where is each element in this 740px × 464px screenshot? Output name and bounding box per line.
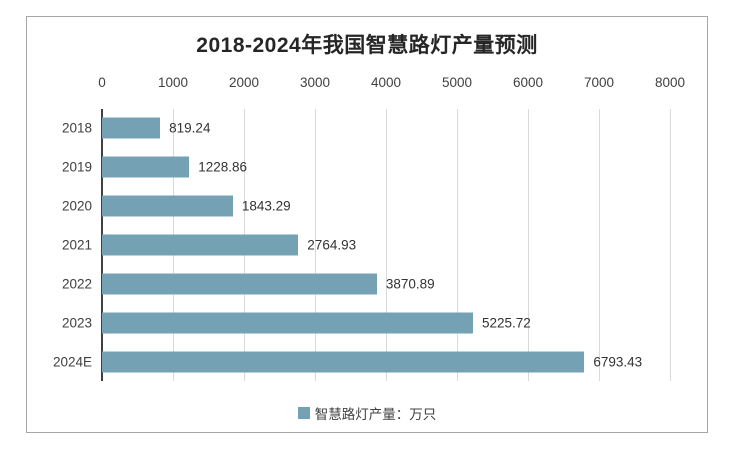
category-label: 2022 — [61, 276, 92, 292]
category-label: 2024E — [52, 354, 92, 370]
gridline — [527, 109, 529, 381]
bar-row: 2024E 6793.43 — [53, 342, 670, 381]
x-tick-label: 2000 — [228, 75, 260, 90]
bar-row: 2021 2764.93 — [62, 226, 670, 265]
x-tick-label: 7000 — [583, 75, 615, 90]
bar — [102, 273, 377, 295]
bar — [102, 195, 233, 217]
bar — [102, 351, 585, 373]
value-label: 1228.86 — [198, 159, 248, 175]
value-label: 819.24 — [169, 120, 211, 136]
x-tick-label: 5000 — [441, 75, 473, 90]
x-tick-label: 1000 — [157, 75, 189, 90]
x-tick-label: 3000 — [299, 75, 331, 90]
gridline — [314, 109, 316, 381]
bar-row: 2020 1843.29 — [62, 187, 670, 226]
category-label: 2018 — [61, 120, 92, 136]
legend-label: 智慧路灯产量：万只 — [314, 407, 437, 422]
bar — [102, 156, 190, 178]
chart-title: 2018-2024年我国智慧路灯产量预测 — [196, 34, 538, 57]
gridline — [385, 109, 387, 381]
legend-marker-icon — [297, 407, 310, 419]
x-tick-label: 8000 — [654, 75, 686, 90]
category-label: 2020 — [61, 198, 92, 214]
category-label: 2019 — [61, 159, 92, 175]
category-label: 2021 — [61, 237, 92, 253]
bar-row: 2023 5225.72 — [62, 303, 670, 342]
gridline — [598, 109, 600, 381]
legend: 智慧路灯产量：万只 — [27, 403, 707, 423]
value-label: 2764.93 — [307, 237, 357, 253]
plot-area: 2018 819.24 2019 1228.86 2020 1843.29 2021 2764… — [53, 109, 671, 381]
bar — [102, 117, 161, 139]
x-tick-label: 6000 — [512, 75, 544, 90]
bar — [102, 234, 299, 256]
x-tick-label: 4000 — [370, 75, 402, 90]
bar — [102, 312, 474, 334]
bar-row: 2019 1228.86 — [62, 148, 670, 187]
x-tick-label: 0 — [98, 75, 106, 90]
gridline — [456, 109, 458, 381]
bar-row: 2022 3870.89 — [62, 264, 670, 303]
value-label: 5225.72 — [482, 315, 531, 331]
value-label: 3870.89 — [385, 276, 435, 292]
gridline — [669, 109, 671, 381]
value-label: 1843.29 — [241, 198, 291, 214]
bar-row: 2018 819.24 — [62, 109, 670, 148]
value-label: 6793.43 — [593, 354, 643, 370]
category-label: 2023 — [61, 315, 92, 331]
chart-container: 2018-2024年我国智慧路灯产量预测 0 1000 2000 3000 4000 50… — [26, 16, 708, 433]
x-axis-tick-labels: 0 1000 2000 3000 4000 5000 6000 7000 8000 — [98, 75, 685, 93]
